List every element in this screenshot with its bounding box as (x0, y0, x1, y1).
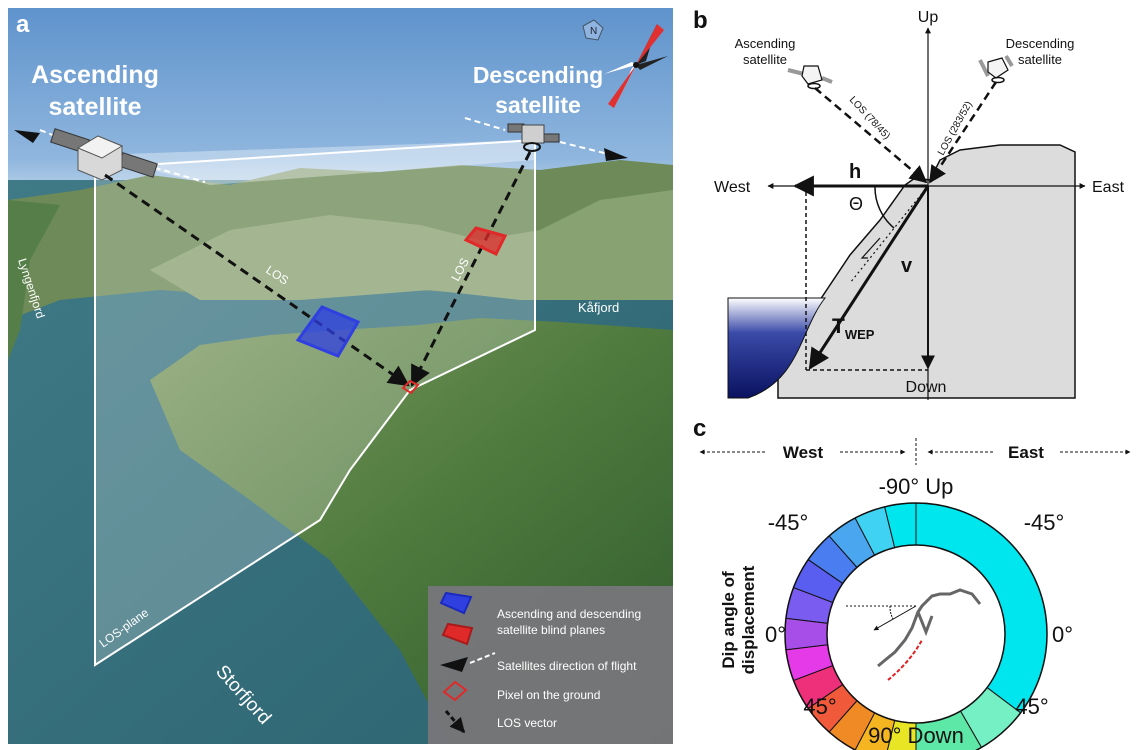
legend-los-arrow (444, 710, 466, 734)
legend: Ascending and descending satellite blind… (428, 586, 673, 744)
descending-los-vector (410, 151, 532, 387)
descending-satellite-icon (464, 117, 628, 161)
slope-terrain (777, 144, 1076, 399)
panel-b-letter: b (693, 7, 708, 34)
legend-blue-swatch (439, 591, 473, 615)
profile-slip (887, 639, 923, 681)
profile-scarp (916, 611, 934, 637)
legend-item3: Pixel on the ground (497, 688, 600, 702)
legend-flight-arrow (440, 657, 468, 672)
ring-inner (826, 544, 1006, 724)
twep-vector (808, 185, 930, 370)
los-asc-line (814, 87, 928, 184)
panel-b: b Up Down West East Asc (693, 7, 1125, 400)
west-label: West (714, 179, 751, 196)
east-label: East (1092, 179, 1125, 196)
panel-c-letter: c (693, 415, 706, 442)
compass-icon (582, 19, 668, 108)
descending-blind-plane (463, 226, 508, 256)
ring-outer (784, 502, 1048, 750)
legend-pixel-swatch (442, 680, 468, 702)
descending-title-line2: satellite (495, 92, 581, 118)
down-label: Down (906, 379, 947, 396)
c-west-label: West (783, 443, 824, 462)
desc-label-2: satellite (1018, 52, 1062, 67)
slip-mark (860, 237, 881, 259)
panel-c: c West East -90° Up 90° Down -45° -45° 0… (693, 415, 1131, 750)
panel-a: N Ascending satellite Descending satelli… (8, 8, 673, 744)
place-kafjord: Kåfjord (578, 300, 619, 315)
los-plane (94, 138, 536, 667)
h-label: h (849, 161, 861, 183)
legend-red-swatch (441, 622, 474, 646)
left-shore (8, 200, 60, 360)
profile-angle-arc (889, 605, 894, 620)
c-left-mid: 0° (765, 622, 786, 647)
ascending-title-line2: satellite (48, 93, 141, 121)
legend-item1-line1: Ascending and descending (497, 607, 641, 621)
c-ylabel-line1: Dip angle of (719, 571, 738, 669)
ascending-satellite-small-icon (787, 65, 833, 90)
twep-main: T (832, 315, 845, 338)
c-top-label: -90° Up (879, 474, 954, 499)
ascending-blind-plane (295, 305, 361, 358)
legend-item4: LOS vector (497, 716, 557, 730)
slope-dotted (849, 185, 929, 284)
v-label: v (901, 255, 913, 277)
legend-item2: Satellites direction of flight (497, 659, 637, 673)
ascending-los-vector (104, 173, 410, 387)
near-ridge (150, 190, 673, 300)
legend-item1-line2: satellite blind planes (497, 623, 605, 637)
descending-title-line1: Descending (473, 62, 603, 88)
c-left-lower: 45° (803, 694, 836, 719)
c-right-mid: 0° (1052, 622, 1073, 647)
ascending-satellite-icon (14, 128, 206, 183)
c-bottom-label: 90° Down (868, 723, 964, 748)
c-ylabel-line2: displacement (739, 565, 758, 674)
theta-label: Θ (849, 194, 863, 214)
ground-pixel (401, 379, 420, 395)
c-east-label: East (1008, 443, 1044, 462)
c-left-upper: -45° (768, 510, 809, 535)
los-plane-top-band (95, 140, 535, 185)
profile-terrain (877, 588, 982, 668)
asc-label-1: Ascending (735, 36, 796, 51)
ascending-title-line1: Ascending (31, 61, 159, 89)
c-right-lower: 45° (1015, 694, 1048, 719)
water-body (727, 297, 827, 399)
descending-satellite-small-icon (978, 54, 1014, 84)
profile-dip-arrow (873, 605, 917, 631)
los-desc-line (928, 81, 998, 184)
up-label: Up (918, 9, 939, 26)
twep-label: TWEP (832, 315, 875, 342)
panel-a-letter: a (16, 11, 30, 38)
asc-label-2: satellite (743, 52, 787, 67)
desc-label-1: Descending (1006, 36, 1075, 51)
compass-letter: N (590, 26, 597, 37)
twep-sub: WEP (845, 327, 875, 342)
c-right-upper: -45° (1024, 510, 1065, 535)
theta-arc (874, 185, 895, 229)
